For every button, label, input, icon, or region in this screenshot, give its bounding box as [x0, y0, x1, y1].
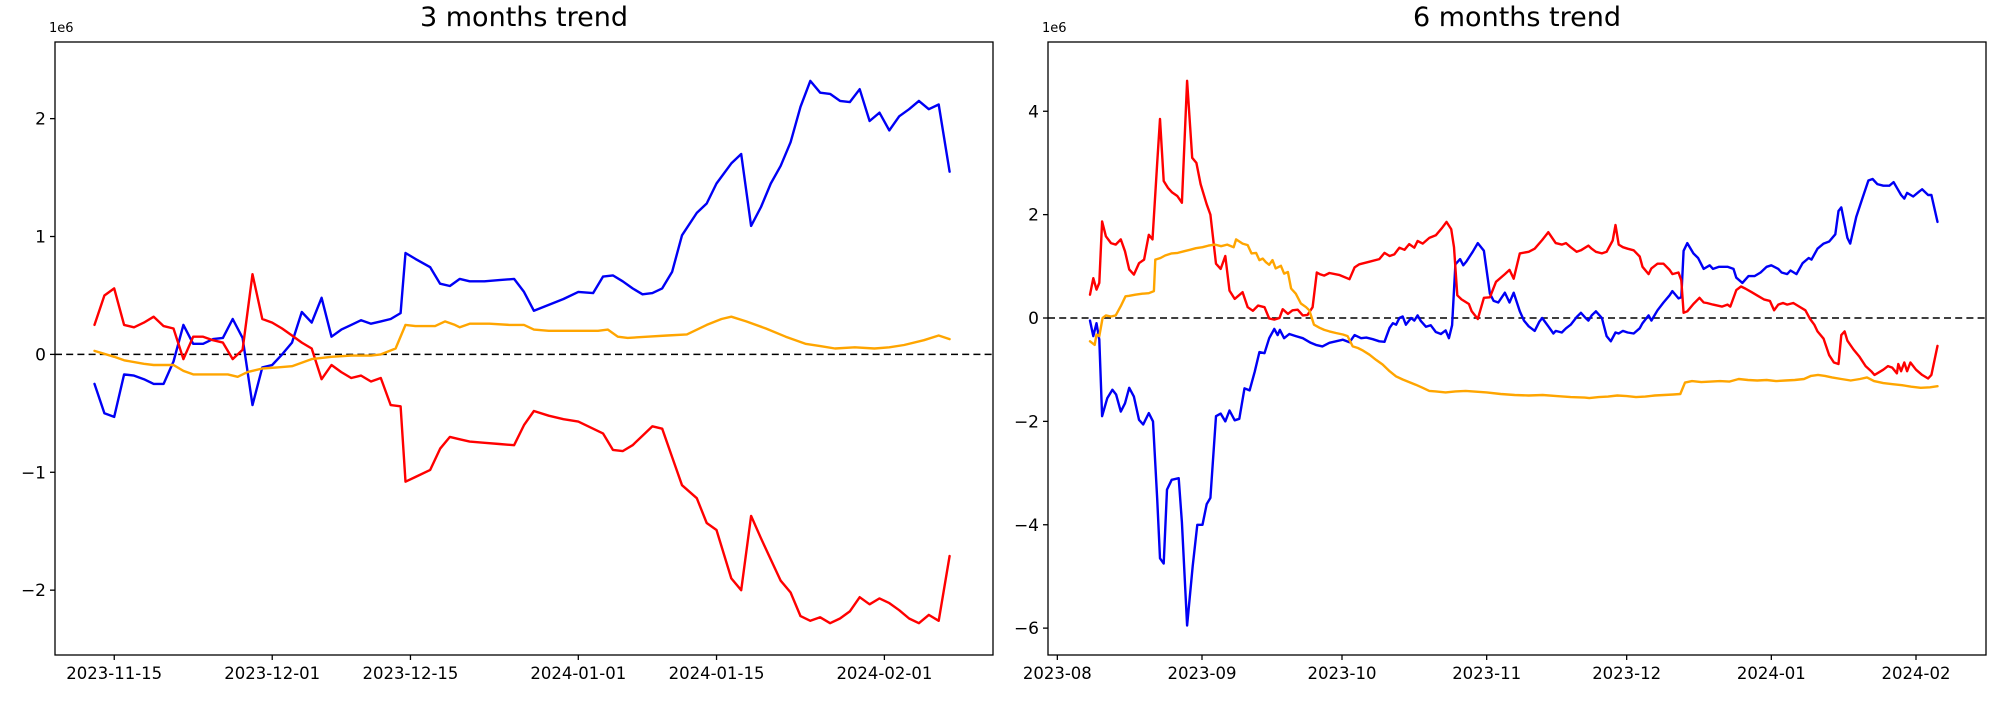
series-line-red: [1088, 79, 1939, 380]
y-tick-label: −2: [21, 581, 46, 601]
x-tick-label: 2023-09: [1168, 664, 1237, 683]
x-tick-label: 2023-10: [1308, 664, 1377, 683]
x-tick-label: 2023-11-15: [66, 664, 162, 683]
series-line-orange: [93, 315, 951, 378]
chart-title-6-months: 6 months trend: [1413, 2, 1621, 33]
plot-box: [1047, 41, 1987, 656]
x-tick-label: 2023-11: [1452, 664, 1521, 683]
y-tick-label: 2: [35, 110, 46, 130]
x-tick-label: 2024-01: [1737, 664, 1806, 683]
x-tick-label: 2024-02: [1882, 664, 1951, 683]
y-axis-offset-label-right: 1e6: [1042, 21, 1067, 36]
x-tick-label: 2023-12-15: [363, 664, 459, 683]
y-tick-label: 4: [1028, 102, 1039, 122]
series-line-red: [93, 273, 951, 625]
y-tick-label: −1: [21, 463, 46, 483]
x-tick-label: 2023-08: [1023, 664, 1092, 683]
x-tick-label: 2024-01-15: [669, 664, 765, 683]
x-tick-label: 2023-12: [1592, 664, 1661, 683]
x-tick-label: 2024-02-01: [836, 664, 932, 683]
y-tick-label: 1: [35, 228, 46, 248]
plot-box: [54, 41, 994, 656]
y-tick-label: −6: [1014, 619, 1039, 639]
x-tick-label: 2024-01-01: [530, 664, 626, 683]
y-axis-offset-label-left: 1e6: [49, 21, 74, 36]
series-line-blue: [1088, 177, 1939, 627]
y-tick-label: 0: [35, 345, 46, 365]
y-tick-label: 0: [1028, 309, 1039, 329]
x-tick-label: 2023-12-01: [224, 664, 320, 683]
y-tick-label: −2: [1014, 412, 1039, 432]
y-tick-label: −4: [1014, 516, 1039, 536]
series-line-orange: [1088, 238, 1939, 400]
y-tick-label: 2: [1028, 206, 1039, 226]
chart-title-3-months: 3 months trend: [420, 2, 628, 33]
series-line-blue: [93, 79, 951, 419]
